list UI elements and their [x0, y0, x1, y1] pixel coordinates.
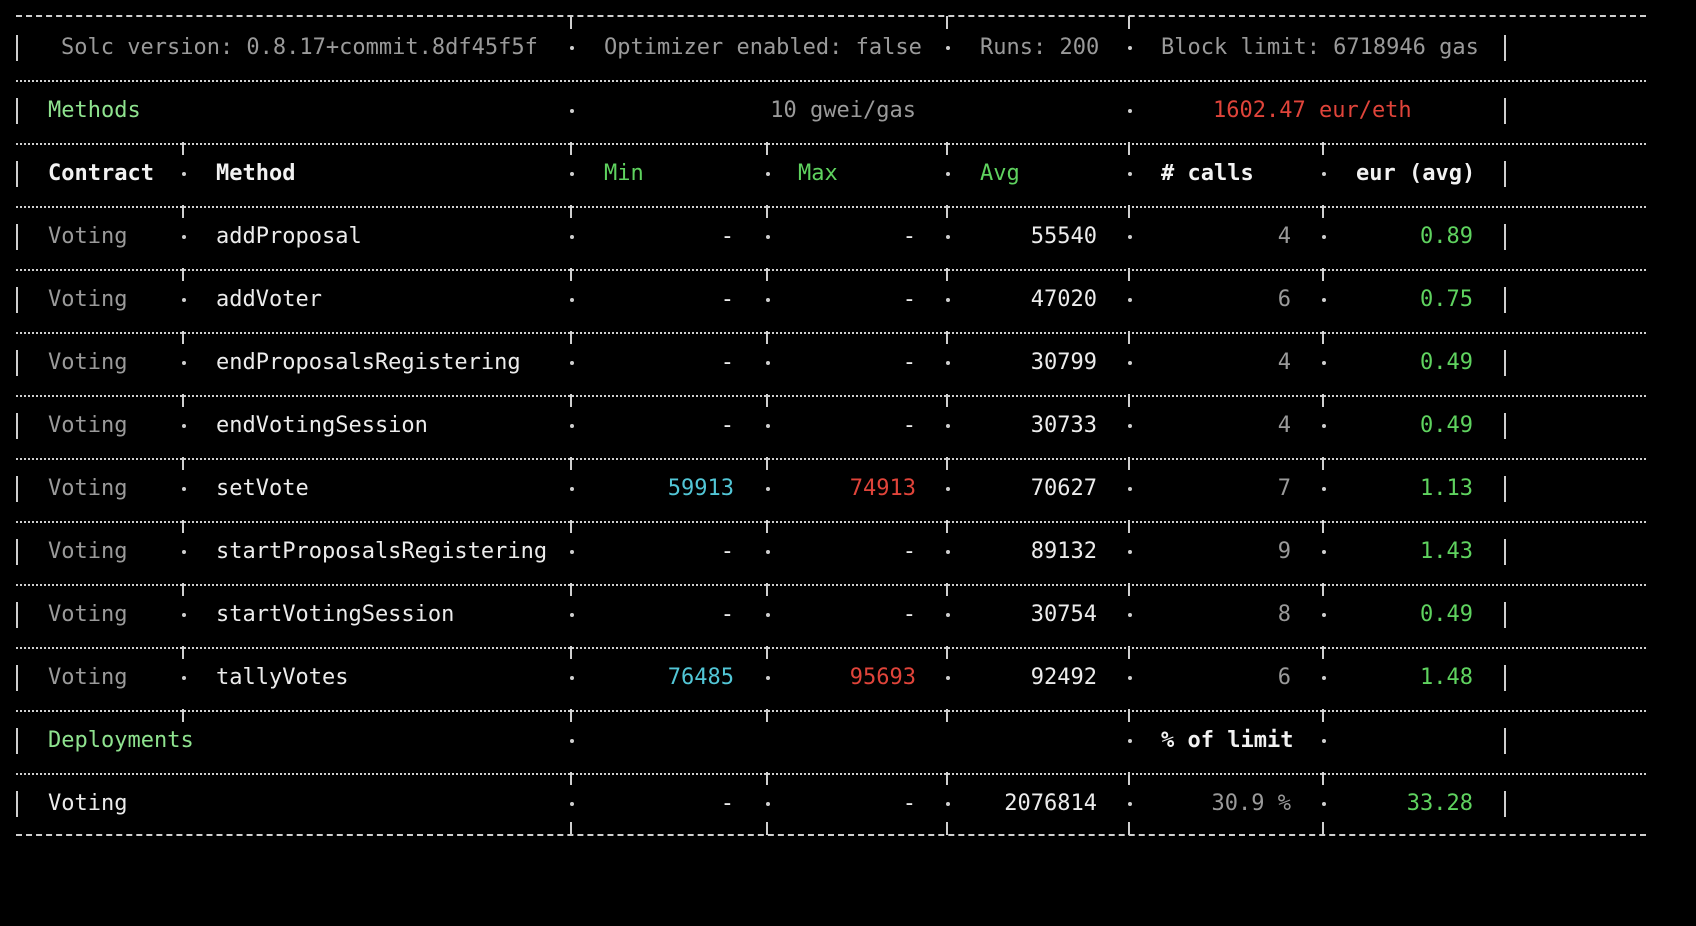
row-method: setVote	[216, 476, 309, 501]
methods-section-title: Methods	[48, 98, 141, 123]
optimizer-status: Optimizer enabled: false	[604, 35, 922, 60]
row-avg: 70627	[1030, 476, 1097, 501]
row-avg: 30799	[1030, 350, 1097, 375]
deployment-limit: 30.9 %	[1211, 791, 1291, 816]
row-cost: 0.89	[1420, 224, 1473, 249]
column-header-max: Max	[798, 161, 838, 186]
row-calls: 4	[1277, 224, 1291, 249]
row-max: 74913	[849, 476, 916, 501]
column-header-contract: Contract	[48, 161, 154, 186]
row-separator	[16, 255, 1646, 281]
row-min: 76485	[667, 665, 734, 690]
row-method: tallyVotes	[216, 665, 349, 690]
row-avg: 55540	[1030, 224, 1097, 249]
row-calls: 6	[1277, 287, 1291, 312]
row-min: -	[720, 350, 734, 375]
row-max: -	[902, 350, 916, 375]
row-max: -	[902, 413, 916, 438]
column-header-cost: eur (avg)	[1356, 161, 1476, 186]
deployment-cost: 33.28	[1406, 791, 1473, 816]
row-contract: Voting	[48, 602, 128, 627]
row-contract: Voting	[48, 224, 128, 249]
deployments-section-title: Deployments	[48, 728, 194, 753]
deployment-max: -	[902, 791, 916, 816]
row-max: -	[902, 224, 916, 249]
row-cost: 0.49	[1420, 413, 1473, 438]
deployment-avg: 2076814	[1004, 791, 1097, 816]
row-cost: 0.49	[1420, 350, 1473, 375]
deployment-min: -	[720, 791, 734, 816]
row-cost: 1.43	[1420, 539, 1473, 564]
solc-version: Solc version: 0.8.17+commit.8df45f5f	[61, 35, 538, 60]
row-cost: 0.75	[1420, 287, 1473, 312]
row-contract: Voting	[48, 287, 128, 312]
optimizer-runs: Runs: 200	[980, 35, 1100, 60]
row-separator	[16, 318, 1646, 344]
block-limit: Block limit: 6718946 gas	[1161, 35, 1479, 60]
row-method: addVoter	[216, 287, 322, 312]
row-separator	[16, 381, 1646, 407]
row-calls: 6	[1277, 665, 1291, 690]
row-avg: 47020	[1030, 287, 1097, 312]
row-min: -	[720, 602, 734, 627]
column-header-limit: % of limit	[1161, 728, 1294, 753]
row-contract: Voting	[48, 413, 128, 438]
row-calls: 4	[1277, 413, 1291, 438]
row-contract: Voting	[48, 476, 128, 501]
row-calls: 7	[1277, 476, 1291, 501]
row-separator	[16, 696, 1646, 722]
table-border-top	[16, 3, 1646, 29]
row-avg: 89132	[1030, 539, 1097, 564]
row-calls: 9	[1277, 539, 1291, 564]
row-cost: 1.13	[1420, 476, 1473, 501]
column-header-method: Method	[216, 161, 296, 186]
row-max: 95693	[849, 665, 916, 690]
row-cost: 0.49	[1420, 602, 1473, 627]
row-separator	[16, 570, 1646, 596]
row-method: startVotingSession	[216, 602, 455, 627]
column-header-calls: # calls	[1161, 161, 1254, 186]
row-method: endProposalsRegistering	[216, 350, 521, 375]
row-min: -	[720, 539, 734, 564]
row-contract: Voting	[48, 665, 128, 690]
row-separator	[16, 759, 1646, 785]
deployment-contract: Voting	[48, 791, 128, 816]
row-method: endVotingSession	[216, 413, 428, 438]
row-separator	[16, 129, 1646, 155]
row-separator	[16, 444, 1646, 470]
row-min: 59913	[667, 476, 734, 501]
gas-price: 10 gwei/gas	[770, 98, 916, 123]
row-min: -	[720, 224, 734, 249]
row-separator	[16, 633, 1646, 659]
column-header-avg: Avg	[980, 161, 1020, 186]
row-calls: 8	[1277, 602, 1291, 627]
row-max: -	[902, 602, 916, 627]
row-min: -	[720, 413, 734, 438]
row-calls: 4	[1277, 350, 1291, 375]
row-contract: Voting	[48, 350, 128, 375]
row-max: -	[902, 287, 916, 312]
row-method: startProposalsRegistering	[216, 539, 548, 564]
row-max: -	[902, 539, 916, 564]
row-cost: 1.48	[1420, 665, 1473, 690]
row-avg: 30754	[1030, 602, 1097, 627]
row-contract: Voting	[48, 539, 128, 564]
row-avg: 92492	[1030, 665, 1097, 690]
row-separator	[16, 66, 1646, 92]
row-avg: 30733	[1030, 413, 1097, 438]
column-header-min: Min	[604, 161, 644, 186]
eth-price: 1602.47 eur/eth	[1213, 98, 1412, 123]
table-border-bottom	[16, 822, 1646, 848]
row-min: -	[720, 287, 734, 312]
row-separator	[16, 192, 1646, 218]
row-separator	[16, 507, 1646, 533]
row-method: addProposal	[216, 224, 362, 249]
